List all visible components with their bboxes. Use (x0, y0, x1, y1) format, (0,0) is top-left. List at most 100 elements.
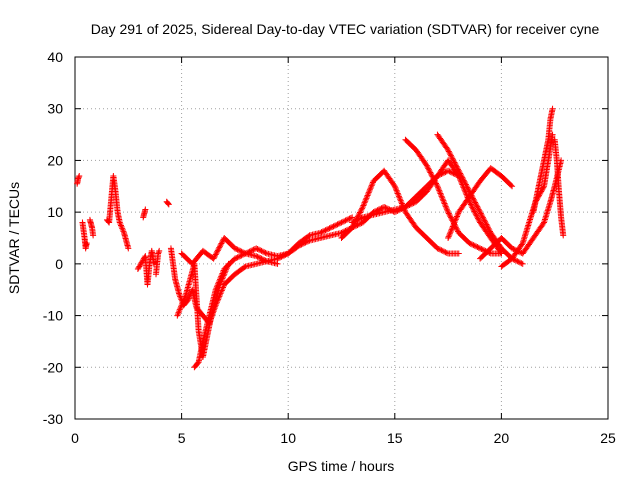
data-point (180, 297, 187, 304)
data-point (449, 224, 456, 231)
data-point (441, 200, 448, 207)
data-point (477, 245, 484, 252)
data-point (474, 205, 481, 212)
data-point (452, 216, 459, 223)
data-point (475, 206, 482, 213)
data-point (441, 169, 448, 176)
data-point (474, 244, 481, 251)
data-point (258, 255, 265, 262)
data-point (341, 218, 348, 225)
data-point (464, 184, 471, 191)
data-point (357, 208, 364, 215)
data-point (478, 211, 485, 218)
data-point (261, 256, 268, 263)
data-point (446, 232, 453, 239)
data-point (165, 201, 172, 208)
data-point (255, 254, 262, 261)
data-point (452, 160, 459, 167)
data-point (83, 240, 90, 247)
data-point (452, 162, 459, 169)
data-point (473, 202, 480, 209)
data-point (453, 214, 460, 221)
data-point (274, 260, 281, 267)
data-point (375, 206, 382, 213)
data-point (459, 174, 466, 181)
data-point (337, 220, 344, 227)
data-point (457, 170, 464, 177)
data-point (451, 220, 458, 227)
data-point (241, 264, 248, 271)
series-arc-01 (74, 172, 83, 187)
data-point (456, 169, 463, 176)
data-point (217, 241, 224, 248)
data-point (353, 217, 360, 224)
data-point (446, 149, 453, 156)
data-point (368, 183, 375, 190)
data-point (482, 218, 489, 225)
data-point (467, 240, 474, 247)
data-point (438, 193, 445, 200)
data-point (231, 245, 238, 252)
data-point (560, 232, 567, 239)
data-point (355, 216, 362, 223)
data-point (470, 207, 477, 214)
data-point (460, 177, 467, 184)
data-point (427, 169, 434, 176)
data-point (395, 193, 402, 200)
data-point (177, 305, 184, 312)
series-arc-12 (191, 250, 281, 371)
data-point (469, 241, 476, 248)
data-point (357, 220, 364, 227)
data-point (234, 254, 241, 261)
x-tick-label: 5 (178, 430, 186, 446)
data-point (177, 293, 184, 300)
data-point (448, 227, 455, 234)
series-arc-21 (530, 105, 556, 216)
data-point (517, 259, 524, 266)
data-point (443, 204, 450, 211)
data-point (447, 214, 454, 221)
data-point (262, 249, 269, 256)
data-point (259, 256, 266, 263)
series-arc-07 (153, 247, 163, 278)
data-point (477, 209, 484, 216)
data-point (237, 253, 244, 260)
data-point (297, 242, 304, 249)
data-point (471, 242, 478, 249)
data-point (219, 239, 226, 246)
data-point (447, 152, 454, 159)
data-point (75, 174, 82, 181)
data-point (374, 207, 381, 214)
data-point (470, 242, 477, 249)
x-tick-label: 10 (280, 430, 296, 446)
data-point (462, 181, 469, 188)
data-point (377, 205, 384, 212)
data-point (446, 230, 453, 237)
data-point (453, 225, 460, 232)
data-point (507, 182, 514, 189)
data-point (397, 197, 404, 204)
data-point (218, 271, 225, 278)
data-point (118, 223, 125, 230)
data-point (325, 225, 332, 232)
data-point (392, 184, 399, 191)
data-point (429, 173, 436, 180)
data-point (448, 226, 455, 233)
data-point (182, 293, 189, 300)
data-point (349, 223, 356, 230)
data-point (470, 196, 477, 203)
data-point (217, 274, 224, 281)
y-tick-label: 40 (47, 49, 63, 65)
data-point (235, 247, 242, 254)
data-point (480, 216, 487, 223)
data-point (350, 218, 357, 225)
data-point (363, 195, 370, 202)
data-point (255, 246, 262, 253)
data-point (447, 213, 454, 220)
data-point (403, 203, 410, 210)
data-point (321, 227, 328, 234)
data-point (390, 181, 397, 188)
data-point (437, 190, 444, 197)
axes: 0 5 10 15 20 25 -30 -20 -10 0 10 20 30 40 (43, 49, 616, 446)
data-point (509, 245, 516, 252)
